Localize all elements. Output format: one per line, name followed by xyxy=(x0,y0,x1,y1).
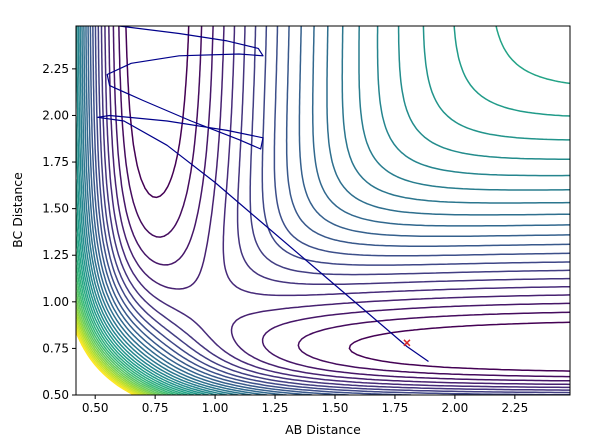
contour-level xyxy=(97,26,570,394)
contour-level xyxy=(89,26,570,395)
contour-level xyxy=(76,282,168,395)
contour-level xyxy=(76,323,141,395)
x-tick-label: 2.25 xyxy=(501,401,528,415)
contour-level xyxy=(76,233,189,395)
y-tick-label: 2.25 xyxy=(42,62,69,76)
contour-level xyxy=(76,250,183,395)
y-tick-label: 0.50 xyxy=(42,388,69,402)
contour-level xyxy=(76,327,138,395)
y-axis-ticks: 0.50 0.75 1.00 1.25 1.50 1.75 2.00 2.25 xyxy=(42,62,76,402)
contour-level xyxy=(76,318,144,395)
y-tick-label: 1.25 xyxy=(42,248,69,262)
trajectory-layer xyxy=(97,26,429,362)
contour-level xyxy=(92,26,570,395)
contour-level xyxy=(83,26,570,395)
x-tick-label: 0.75 xyxy=(142,401,169,415)
x-tick-label: 1.25 xyxy=(262,401,289,415)
x-tick-label: 1.50 xyxy=(322,401,349,415)
contour-level xyxy=(85,26,570,395)
contour-level xyxy=(76,26,570,395)
start-marker xyxy=(403,339,411,347)
contour-level xyxy=(76,26,570,395)
contour-level xyxy=(76,303,155,395)
y-tick-label: 1.50 xyxy=(42,202,69,216)
contour-level xyxy=(104,26,570,389)
y-tick-label: 0.75 xyxy=(42,341,69,355)
x-tick-label: 1.00 xyxy=(202,401,229,415)
plot-frame xyxy=(75,25,571,396)
x-tick-label: 0.50 xyxy=(82,401,109,415)
x-tick-label: 2.00 xyxy=(442,401,469,415)
contour-lines xyxy=(76,26,570,395)
contour-level xyxy=(76,330,135,395)
contour-level xyxy=(108,26,570,386)
x-tick-label: 1.75 xyxy=(382,401,409,415)
contour-level xyxy=(76,314,148,395)
contour-level xyxy=(81,26,570,395)
y-tick-label: 2.00 xyxy=(42,108,69,122)
contour-level xyxy=(125,26,570,372)
contour-level xyxy=(76,273,172,395)
contour-level xyxy=(76,26,570,395)
contour-level xyxy=(87,26,570,395)
contour-level xyxy=(100,26,570,391)
x-axis-ticks: 0.50 0.75 1.00 1.25 1.50 1.75 2.00 2.25 xyxy=(82,395,528,415)
y-axis-label: BC Distance xyxy=(10,172,25,248)
y-tick-label: 1.00 xyxy=(42,295,69,309)
contour-level xyxy=(76,297,159,395)
contour-level xyxy=(76,290,163,395)
x-axis-label: AB Distance xyxy=(285,422,361,437)
contour-level xyxy=(76,309,151,395)
contour-level xyxy=(112,26,570,382)
contour-level xyxy=(79,26,570,395)
contour-level xyxy=(77,26,570,395)
y-tick-label: 1.75 xyxy=(42,155,69,169)
contour-level xyxy=(76,262,177,395)
trajectory-line xyxy=(97,26,429,362)
contour-level xyxy=(118,26,570,378)
